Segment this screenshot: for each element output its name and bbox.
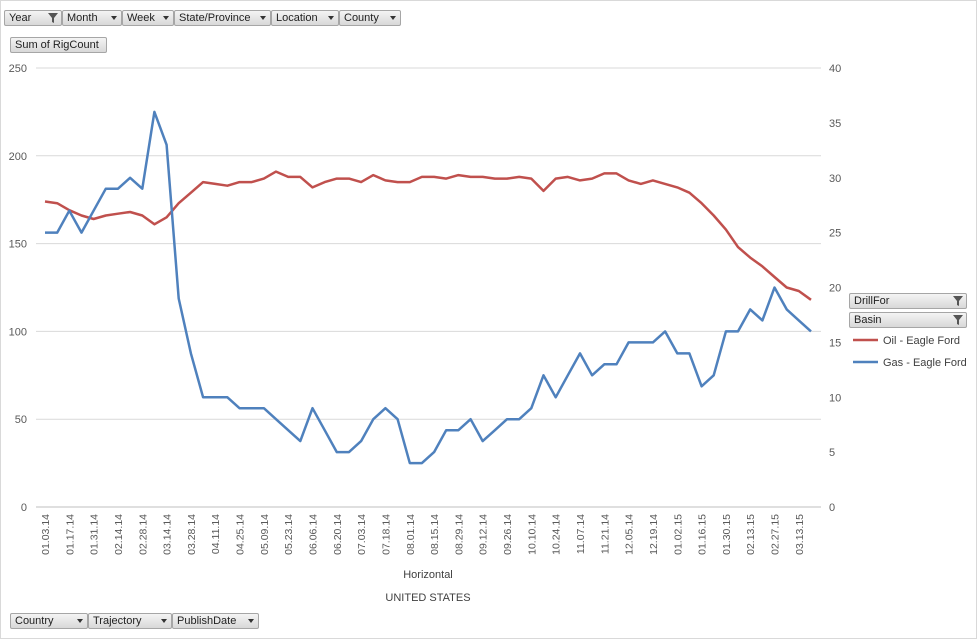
x-tick-label: 08.29.14 bbox=[453, 514, 465, 555]
x-tick-label: 09.12.14 bbox=[478, 514, 490, 555]
filter-location-button[interactable]: Location bbox=[271, 10, 339, 26]
x-tick-label: 03.13.15 bbox=[794, 514, 806, 555]
x-tick-label: 06.06.14 bbox=[307, 514, 319, 555]
x-tick-label: 02.28.14 bbox=[137, 514, 149, 555]
filter-state-label: State/Province bbox=[179, 12, 251, 24]
series-line bbox=[45, 110, 812, 465]
x-tick-label: 08.01.14 bbox=[405, 514, 417, 555]
x-tick-label: 08.15.14 bbox=[429, 514, 441, 555]
dropdown-arrow-icon bbox=[163, 16, 169, 20]
y-right-tick-label: 40 bbox=[829, 63, 841, 75]
x-axis-group-label: UNITED STATES bbox=[385, 592, 470, 604]
filter-funnel-icon bbox=[953, 315, 963, 325]
x-tick-label: 10.24.14 bbox=[551, 514, 563, 555]
x-tick-label: 10.10.14 bbox=[526, 514, 538, 555]
legend-drillfor-button[interactable]: DrillFor bbox=[849, 293, 967, 309]
dropdown-arrow-icon bbox=[111, 16, 117, 20]
legend-basin-label: Basin bbox=[854, 314, 882, 326]
dropdown-arrow-icon bbox=[390, 16, 396, 20]
series-lines bbox=[44, 110, 812, 465]
filter-week-button[interactable]: Week bbox=[122, 10, 174, 26]
y-right-tick-label: 30 bbox=[829, 173, 841, 185]
x-tick-label: 12.19.14 bbox=[648, 514, 660, 555]
x-axis-ticks: 01.03.14 01.17.14 01.31.14 02.14.14 02.28.14… bbox=[40, 514, 806, 555]
x-tick-label: 01.17.14 bbox=[64, 514, 76, 555]
filter-country-label: Country bbox=[15, 615, 54, 627]
y-right-tick-label: 25 bbox=[829, 228, 841, 240]
x-tick-label: 04.11.14 bbox=[210, 514, 222, 554]
x-tick-label: 05.09.14 bbox=[259, 514, 271, 555]
y-right-tick-label: 0 bbox=[829, 502, 835, 514]
legend-label: Gas - Eagle Ford bbox=[883, 357, 967, 369]
y-left-tick-label: 250 bbox=[9, 63, 27, 75]
filter-country-button[interactable]: Country bbox=[10, 613, 88, 629]
y-right-tick-label: 20 bbox=[829, 283, 841, 295]
x-tick-label: 02.14.14 bbox=[113, 514, 125, 555]
filter-county-label: County bbox=[344, 12, 379, 24]
filter-week-label: Week bbox=[127, 12, 155, 24]
filter-county-button[interactable]: County bbox=[339, 10, 401, 26]
y-left-tick-label: 50 bbox=[15, 414, 27, 426]
x-tick-label: 02.13.15 bbox=[745, 514, 757, 555]
x-tick-label: 07.18.14 bbox=[380, 514, 392, 555]
filter-publishdate-label: PublishDate bbox=[177, 615, 237, 627]
x-tick-label: 11.07.14 bbox=[575, 514, 587, 554]
y-left-tick-label: 200 bbox=[9, 151, 27, 163]
filter-publishdate-button[interactable]: PublishDate bbox=[172, 613, 259, 629]
x-tick-label: 09.26.14 bbox=[502, 514, 514, 555]
dropdown-arrow-icon bbox=[161, 619, 167, 623]
x-tick-label: 06.20.14 bbox=[332, 514, 344, 555]
y-left-tick-label: 150 bbox=[9, 239, 27, 251]
dropdown-arrow-icon bbox=[248, 619, 254, 623]
y-right-tick-label: 10 bbox=[829, 392, 841, 404]
x-tick-label: 04.25.14 bbox=[235, 514, 247, 555]
y-right-tick-label: 15 bbox=[829, 337, 841, 349]
filter-funnel-icon bbox=[48, 13, 58, 23]
y-left-tick-label: 0 bbox=[21, 502, 27, 514]
filter-trajectory-label: Trajectory bbox=[93, 615, 142, 627]
x-tick-label: 01.03.14 bbox=[40, 514, 52, 555]
x-tick-label: 03.28.14 bbox=[186, 514, 198, 555]
dropdown-arrow-icon bbox=[328, 16, 334, 20]
filter-year-button[interactable]: Year bbox=[4, 10, 62, 26]
series-line bbox=[44, 170, 812, 301]
y-left-tick-label: 100 bbox=[9, 326, 27, 338]
legend-label: Oil - Eagle Ford bbox=[883, 335, 960, 347]
x-tick-label: 01.30.15 bbox=[721, 514, 733, 555]
value-field-label: Sum of RigCount bbox=[15, 39, 99, 51]
filter-funnel-icon bbox=[953, 296, 963, 306]
x-tick-label: 12.05.14 bbox=[624, 514, 636, 555]
gridlines bbox=[36, 67, 821, 508]
value-field-button[interactable]: Sum of RigCount bbox=[10, 37, 107, 53]
filter-month-label: Month bbox=[67, 12, 98, 24]
x-tick-label: 02.27.15 bbox=[770, 514, 782, 555]
filter-location-label: Location bbox=[276, 12, 318, 24]
x-tick-label: 01.16.15 bbox=[697, 514, 709, 555]
x-tick-label: 07.03.14 bbox=[356, 514, 368, 555]
x-tick-label: 01.31.14 bbox=[89, 514, 101, 555]
filter-trajectory-button[interactable]: Trajectory bbox=[88, 613, 172, 629]
y-right-tick-label: 35 bbox=[829, 118, 841, 130]
x-tick-label: 11.21.14 bbox=[599, 514, 611, 554]
y-axis-left: 0 50 100 150 200 250 bbox=[9, 63, 27, 514]
filter-month-button[interactable]: Month bbox=[62, 10, 122, 26]
x-axis-title: Horizontal bbox=[403, 569, 453, 581]
filter-state-button[interactable]: State/Province bbox=[174, 10, 271, 26]
x-tick-label: 05.23.14 bbox=[283, 514, 295, 555]
filter-year-label: Year bbox=[9, 12, 32, 24]
legend-drillfor-label: DrillFor bbox=[854, 295, 890, 307]
x-tick-label: 03.14.14 bbox=[162, 514, 174, 555]
legend: Oil - Eagle Ford Gas - Eagle Ford bbox=[853, 335, 967, 369]
dropdown-arrow-icon bbox=[77, 619, 83, 623]
legend-basin-button[interactable]: Basin bbox=[849, 312, 967, 328]
x-tick-label: 01.02.15 bbox=[672, 514, 684, 555]
y-axis-right: 0 5 10 15 20 25 30 35 40 bbox=[829, 63, 841, 514]
y-right-tick-label: 5 bbox=[829, 447, 835, 459]
dropdown-arrow-icon bbox=[260, 16, 266, 20]
